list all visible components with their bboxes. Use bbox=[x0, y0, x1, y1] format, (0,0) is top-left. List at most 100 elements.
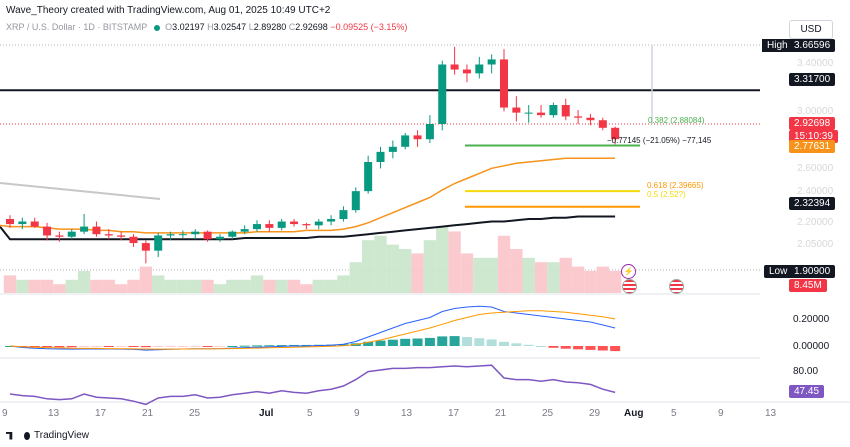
low-tag: Low bbox=[764, 265, 793, 278]
candle bbox=[364, 162, 373, 192]
ema-line bbox=[0, 157, 616, 234]
currency-button[interactable]: USD bbox=[789, 20, 833, 39]
time-axis-label: 9 bbox=[2, 408, 8, 419]
macd-histogram-bar bbox=[54, 346, 65, 348]
macd-histogram-bar bbox=[165, 346, 176, 347]
candle bbox=[215, 236, 224, 240]
candle bbox=[425, 124, 434, 140]
candle bbox=[512, 107, 521, 113]
macd-histogram-bar bbox=[29, 346, 40, 347]
tradingview-logo-icon bbox=[6, 431, 13, 440]
candle bbox=[203, 231, 212, 240]
time-axis-label: 13 bbox=[48, 408, 60, 419]
time-axis-label: Aug bbox=[624, 408, 644, 419]
macd-histogram-bar bbox=[91, 346, 102, 347]
volume-bar bbox=[497, 235, 511, 293]
signal-line bbox=[9, 310, 616, 350]
candle bbox=[561, 105, 570, 117]
volume-bar bbox=[522, 257, 535, 293]
candle bbox=[598, 120, 607, 128]
rsi-line bbox=[9, 364, 616, 406]
volume-bar bbox=[324, 279, 338, 293]
macd-histogram-bar bbox=[573, 346, 584, 350]
macd-histogram-bar bbox=[301, 344, 312, 346]
macd-histogram-bar bbox=[140, 346, 151, 348]
time-axis-label: 25 bbox=[189, 408, 201, 419]
faint-tick-4: 2.20000 bbox=[797, 217, 834, 228]
ema200-line bbox=[0, 215, 616, 241]
time-axis-label: 9 bbox=[718, 408, 724, 419]
macd-histogram-bar bbox=[202, 346, 213, 347]
symbol-label[interactable]: XRP / U.S. Dollar · 1D · BITSTAMP bbox=[6, 22, 148, 32]
candle bbox=[67, 231, 76, 237]
volume-bar bbox=[349, 262, 362, 293]
candle bbox=[549, 105, 558, 116]
candle bbox=[191, 231, 200, 235]
volume-bar bbox=[596, 266, 609, 293]
volume-bar bbox=[571, 266, 585, 293]
fib-05-label: 0.5 (2.52?) bbox=[647, 190, 686, 199]
volume-bar bbox=[399, 249, 412, 293]
tradingview-brand: TradingView bbox=[6, 430, 89, 441]
macd-histogram-bar bbox=[474, 338, 485, 346]
faint-tick-3: 2.40000 bbox=[797, 186, 834, 197]
candle bbox=[574, 116, 583, 118]
macd-histogram-bar bbox=[264, 345, 275, 347]
volume-bar bbox=[90, 279, 103, 293]
candle bbox=[314, 221, 323, 226]
time-axis-label: 29 bbox=[589, 408, 601, 419]
candle bbox=[611, 127, 620, 140]
macd-histogram-bar bbox=[252, 345, 262, 347]
event-flag-icon[interactable]: ⚡ bbox=[621, 264, 636, 279]
candle bbox=[141, 243, 150, 251]
candle bbox=[438, 64, 447, 125]
candle bbox=[166, 234, 175, 236]
candle bbox=[92, 226, 101, 235]
low-value: 2.89280 bbox=[253, 22, 287, 32]
candle bbox=[401, 135, 410, 147]
macd-histogram-bar bbox=[437, 336, 448, 346]
candle bbox=[339, 210, 348, 220]
macd-histogram-bar bbox=[523, 344, 534, 346]
volume-bar bbox=[152, 275, 165, 293]
macd-histogram-bar bbox=[610, 346, 621, 352]
macd-histogram-bar bbox=[461, 337, 472, 346]
candle bbox=[277, 221, 286, 228]
fib-0382-label: 0.382 (2.88084) bbox=[648, 116, 705, 125]
macd-histogram-bar bbox=[424, 337, 435, 346]
candle bbox=[80, 226, 89, 232]
volume-bar bbox=[411, 253, 424, 293]
volume-bar bbox=[102, 279, 115, 293]
us-event-icon-2[interactable] bbox=[669, 279, 684, 294]
macd-histogram-bar bbox=[597, 346, 608, 351]
time-axis-label: 21 bbox=[142, 408, 154, 419]
close-value: 2.92698 bbox=[295, 22, 328, 32]
volume-bar bbox=[287, 279, 301, 293]
us-event-icon[interactable] bbox=[622, 279, 637, 294]
volume-bar bbox=[16, 279, 29, 293]
candle bbox=[475, 64, 484, 74]
volume-bar bbox=[423, 240, 437, 293]
macd-histogram-bar bbox=[387, 339, 398, 346]
market-status-dot bbox=[153, 24, 160, 31]
volume-bar bbox=[53, 284, 66, 293]
candle bbox=[265, 224, 274, 228]
macd-histogram-bar bbox=[289, 344, 300, 346]
volume-bar bbox=[3, 275, 17, 293]
candle bbox=[228, 231, 237, 237]
candle bbox=[30, 221, 39, 227]
candle bbox=[586, 117, 595, 121]
time-axis-label: 9 bbox=[354, 408, 360, 419]
volume-bar bbox=[164, 279, 177, 293]
volume-bar bbox=[361, 240, 375, 293]
macd-histogram-bar bbox=[153, 346, 164, 348]
candle bbox=[178, 234, 187, 236]
open-value: 3.02197 bbox=[172, 22, 205, 32]
volume-bar bbox=[275, 279, 288, 293]
low-value-label: 1.90900 bbox=[789, 265, 836, 278]
candle bbox=[253, 224, 261, 230]
time-axis-label: 17 bbox=[95, 408, 107, 419]
current-price-label: 2.92698 bbox=[789, 117, 836, 130]
volume-bar bbox=[250, 275, 264, 293]
